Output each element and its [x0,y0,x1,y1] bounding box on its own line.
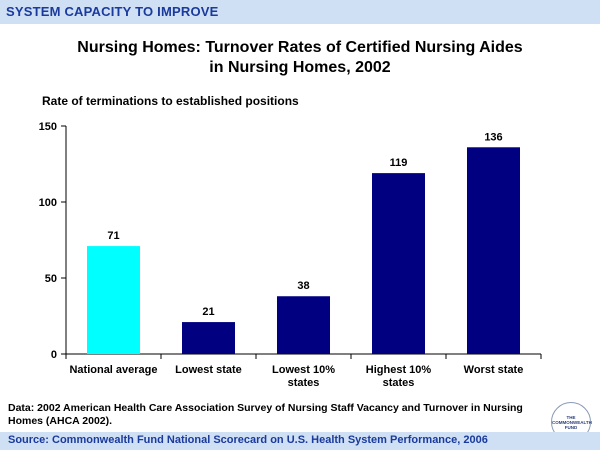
data-label: 136 [484,131,502,143]
footer-band: Source: Commonwealth Fund National Score… [0,432,600,450]
category-label: states [288,377,320,389]
chart-title-line-1: Nursing Homes: Turnover Rates of Certifi… [77,39,523,56]
bar [372,173,425,354]
bar [277,296,330,354]
header-band-text: SYSTEM CAPACITY TO IMPROVE [6,4,219,19]
data-label: 119 [390,157,408,169]
bar [467,147,520,354]
header-band: SYSTEM CAPACITY TO IMPROVE [0,0,600,24]
data-note: Data: 2002 American Health Care Associat… [8,402,523,427]
chart-title: Nursing Homes: Turnover Rates of Certifi… [0,38,600,78]
data-label: 38 [297,280,309,292]
bar [87,246,140,354]
source-text: Source: Commonwealth Fund National Score… [8,434,488,446]
category-label: states [383,377,415,389]
chart-title-line-2: in Nursing Homes, 2002 [209,59,391,76]
logo-line-1: THE [566,415,576,420]
category-label: Highest 10% [366,364,432,376]
category-label: Lowest 10% [272,364,335,376]
bar [182,322,235,354]
y-axis-label: Rate of terminations to established posi… [42,94,299,108]
y-tick-label: 50 [45,273,57,285]
data-label: 21 [202,306,214,318]
y-tick-label: 150 [39,121,57,133]
bar-chart: 0 50 100 150 71 National average 21 Lowest stat… [39,121,542,389]
category-label: National average [69,364,157,376]
logo-line-3: FUND [564,425,578,430]
logo-line-2: COMMONWEALTH [552,420,592,425]
category-label: Lowest state [175,364,242,376]
data-label: 71 [107,230,119,242]
y-tick-label: 100 [39,197,57,209]
category-label: Worst state [464,364,524,376]
y-tick-label: 0 [51,349,57,361]
